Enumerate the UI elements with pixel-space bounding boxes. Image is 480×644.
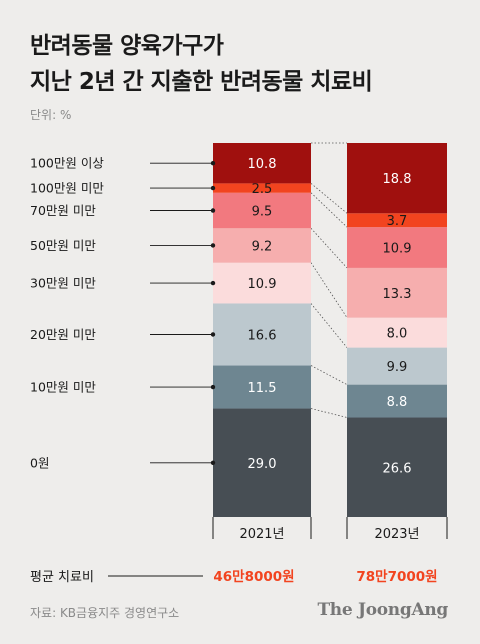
average-cost-value-0: 46만8000원 bbox=[213, 569, 294, 585]
value-label-1-4: 13.3 bbox=[383, 287, 412, 302]
brand-logo: The JoongAng bbox=[317, 600, 448, 620]
bar-segment-1-5 bbox=[347, 227, 447, 268]
legend-dot-7 bbox=[210, 160, 216, 166]
legend-label-0: 0원 bbox=[30, 455, 49, 470]
bar-segment-1-7 bbox=[347, 143, 447, 214]
value-label-0-1: 11.5 bbox=[248, 381, 277, 396]
bar-segment-1-4 bbox=[347, 267, 447, 318]
legend-dot-2 bbox=[210, 332, 216, 337]
legend-dot-0 bbox=[210, 460, 216, 465]
value-label-0-0: 29.0 bbox=[248, 457, 277, 472]
unit-label: 단위: % bbox=[30, 108, 72, 122]
bar-segment-0-3 bbox=[213, 262, 311, 304]
bar-segment-1-1 bbox=[347, 384, 447, 418]
chart-title: 반려동물 양육가구가 지난 2년 간 지출한 반려동물 치료비 bbox=[30, 28, 373, 100]
bar-segment-0-4 bbox=[213, 228, 311, 263]
bar-segment-0-0 bbox=[213, 408, 311, 517]
value-label-0-2: 16.6 bbox=[248, 328, 277, 343]
value-label-1-2: 9.9 bbox=[387, 360, 408, 375]
value-label-0-6: 2.5 bbox=[252, 182, 273, 197]
average-cost-label: 평균 치료비 bbox=[30, 570, 94, 585]
bar-segment-0-2 bbox=[213, 303, 311, 366]
value-label-1-6: 3.7 bbox=[387, 214, 408, 229]
legend-dot-4 bbox=[210, 243, 216, 248]
legend-dot-6 bbox=[210, 185, 216, 191]
connector-line-4 bbox=[310, 228, 348, 269]
connector-line-1 bbox=[310, 365, 348, 385]
category-label-1: 2023년 bbox=[374, 527, 419, 542]
value-label-0-3: 10.9 bbox=[248, 277, 277, 292]
legend-label-4: 50만원 미만 bbox=[30, 238, 96, 253]
connector-line-3 bbox=[310, 262, 348, 318]
bar-segment-0-6 bbox=[213, 183, 311, 193]
value-label-0-4: 9.2 bbox=[252, 239, 273, 254]
connector-line-0 bbox=[310, 408, 348, 418]
bar-segment-1-6 bbox=[347, 213, 447, 228]
bar-segment-0-5 bbox=[213, 192, 311, 229]
average-cost-value-1: 78만7000원 bbox=[356, 569, 437, 585]
legend-label-6: 100만원 미만 bbox=[30, 181, 104, 196]
value-label-0-7: 10.8 bbox=[248, 157, 277, 172]
chart-title-line-1: 반려동물 양육가구가 bbox=[30, 33, 224, 59]
value-label-1-0: 26.6 bbox=[383, 461, 412, 476]
category-label-0: 2021년 bbox=[239, 527, 284, 542]
legend-label-2: 20만원 미만 bbox=[30, 327, 96, 342]
bar-segment-0-7 bbox=[213, 143, 311, 184]
value-label-0-5: 9.5 bbox=[252, 205, 273, 220]
connector-line-5 bbox=[310, 192, 348, 228]
legend-label-1: 10만원 미만 bbox=[30, 380, 96, 395]
legend-dot-1 bbox=[210, 384, 216, 390]
legend-label-3: 30만원 미만 bbox=[30, 276, 96, 291]
bar-segment-1-0 bbox=[347, 417, 447, 517]
connector-line-6 bbox=[310, 183, 348, 214]
value-label-1-7: 18.8 bbox=[383, 172, 412, 187]
source-note: 자료: KB금융지주 경영연구소 bbox=[30, 606, 180, 620]
bar-segment-0-1 bbox=[213, 365, 311, 409]
value-label-1-3: 8.0 bbox=[387, 327, 408, 342]
legend-dot-5 bbox=[210, 208, 216, 213]
legend-label-7: 100만원 이상 bbox=[30, 156, 104, 171]
value-label-1-1: 8.8 bbox=[387, 395, 408, 410]
bar-segment-1-3 bbox=[347, 317, 447, 348]
value-label-1-5: 10.9 bbox=[383, 242, 412, 257]
legend-label-5: 70만원 미만 bbox=[30, 203, 96, 218]
chart-title-line-2: 지난 2년 간 지출한 반려동물 치료비 bbox=[30, 69, 373, 95]
bar-segment-1-2 bbox=[347, 347, 447, 385]
connector-line-2 bbox=[310, 303, 348, 348]
legend-dot-3 bbox=[210, 280, 216, 286]
